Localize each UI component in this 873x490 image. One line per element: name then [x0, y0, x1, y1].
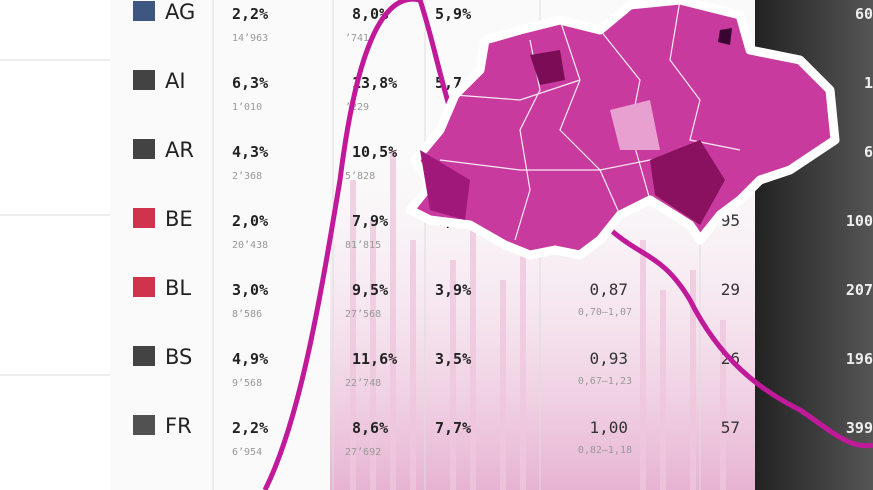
cell-ratio: 0,87 [589, 280, 628, 299]
cell-count2: 22’748 [345, 378, 381, 389]
cell-share2: 11,6% [352, 350, 397, 368]
cell-code: AR [165, 138, 194, 162]
cell-count: 20’438 [232, 240, 268, 251]
cell-share2: 8,6% [352, 419, 388, 437]
cell-share: 3,0% [232, 281, 268, 299]
cell-count2: 27’692 [345, 447, 381, 458]
cell-count: 1’010 [232, 102, 262, 113]
canton-flag [133, 1, 155, 21]
canton-flag [133, 139, 155, 159]
cell-count2: ’229 [345, 102, 369, 113]
cell-share: 4,3% [232, 143, 268, 161]
cell-code: AI [165, 69, 186, 93]
cell-ratio: 0,93 [589, 349, 628, 368]
cell-range: 0,82–1,18 [578, 445, 632, 456]
cell-share: 4,9% [232, 350, 268, 368]
canton-flag [133, 208, 155, 228]
cell-right: 100 [846, 212, 873, 230]
cell-right: 60 [855, 5, 873, 23]
cell-share2: 8,0% [352, 5, 388, 23]
left-rules [0, 59, 110, 376]
cell-share: 2,2% [232, 419, 268, 437]
cell-share3: 7,7% [435, 419, 471, 437]
canton-flag [133, 70, 155, 90]
cell-share2: 9,5% [352, 281, 388, 299]
cell-count2: 81’815 [345, 240, 381, 251]
cell-count2: 5’828 [345, 171, 375, 182]
cell-count: 2’368 [232, 171, 262, 182]
cell-count: 8’586 [232, 309, 262, 320]
cell-share3: 3,9% [435, 281, 471, 299]
cell-right: 207 [846, 281, 873, 299]
cell-right: 6 [864, 143, 873, 161]
cell-range: 0,70–1,07 [578, 307, 632, 318]
cell-last: 57 [721, 418, 740, 437]
canton-flag [133, 415, 155, 435]
cell-code: BE [165, 207, 193, 231]
cell-share3: 3,5% [435, 350, 471, 368]
cell-share2: 13,8% [352, 74, 397, 92]
cell-share2: 10,5% [352, 143, 397, 161]
cell-ratio: 1,00 [589, 418, 628, 437]
cell-last: 29 [721, 280, 740, 299]
cell-range: 0,67–1,23 [578, 376, 632, 387]
cell-code: BL [165, 276, 191, 300]
cell-share: 2,0% [232, 212, 268, 230]
background-bars [350, 150, 726, 490]
cell-count: 9’568 [232, 378, 262, 389]
cell-share: 2,2% [232, 5, 268, 23]
cell-count2: ’741 [345, 33, 369, 44]
canton-flag [133, 346, 155, 366]
cell-count2: 27’568 [345, 309, 381, 320]
cell-share3: 5,9% [435, 5, 471, 23]
cell-code: FR [165, 414, 192, 438]
canton-flag [133, 277, 155, 297]
cell-share2: 7,9% [352, 212, 388, 230]
cell-count: 6’954 [232, 447, 262, 458]
cell-right: 196 [846, 350, 873, 368]
cell-code: BS [165, 345, 192, 369]
cell-right: 399 [846, 419, 873, 437]
cell-share: 6,3% [232, 74, 268, 92]
swiss-map [405, 0, 840, 260]
cell-right: 1 [864, 74, 873, 92]
cell-count: 14’963 [232, 33, 268, 44]
cell-code: AG [165, 0, 195, 24]
